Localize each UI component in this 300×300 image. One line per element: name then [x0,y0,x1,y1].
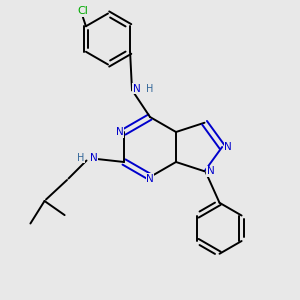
Text: N: N [133,83,140,94]
Text: N: N [207,166,214,176]
Text: N: N [116,127,123,137]
Text: N: N [146,173,154,184]
Text: N: N [224,142,232,152]
Text: H: H [146,83,154,94]
Text: Cl: Cl [77,6,88,16]
Text: N: N [90,152,98,163]
Text: H: H [77,152,84,163]
